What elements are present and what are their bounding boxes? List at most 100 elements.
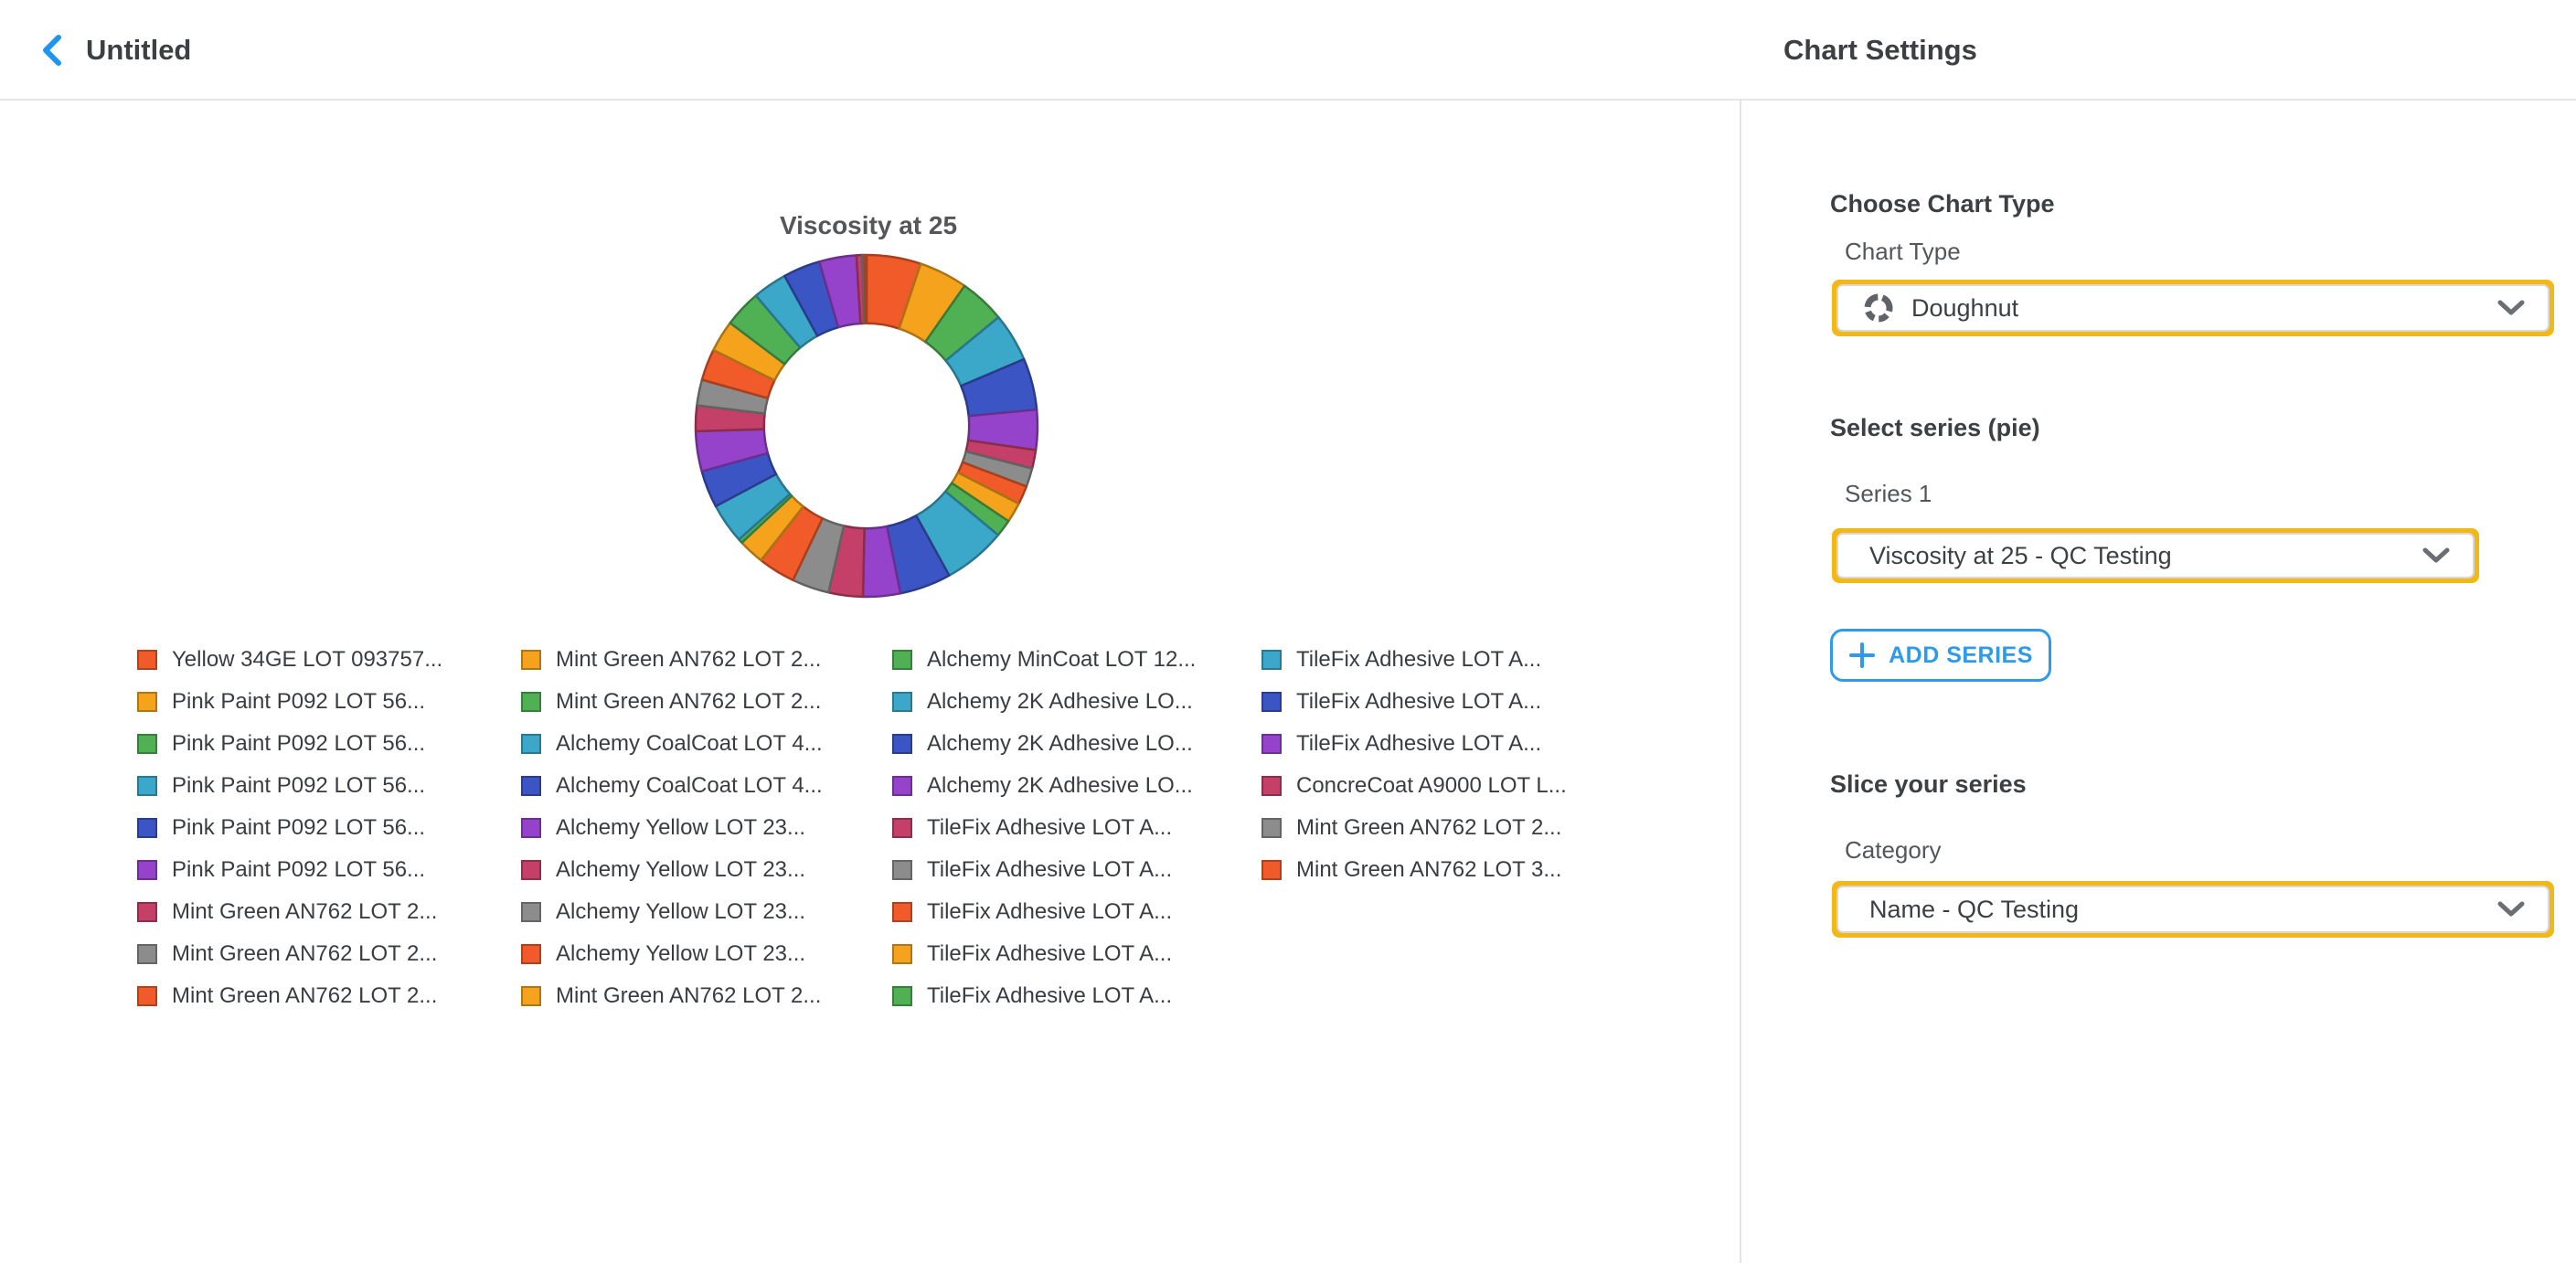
legend-item[interactable]: Alchemy Yellow LOT 23... [521, 807, 892, 849]
legend-swatch-icon [892, 692, 912, 712]
legend-label: Mint Green AN762 LOT 2... [556, 983, 822, 1008]
legend-label: Mint Green AN762 LOT 2... [172, 983, 438, 1008]
legend-item[interactable]: TileFix Adhesive LOT A... [1261, 723, 1664, 765]
legend-label: TileFix Adhesive LOT A... [927, 899, 1173, 924]
legend-swatch-icon [521, 986, 541, 1006]
legend-label: Pink Paint P092 LOT 56... [172, 857, 426, 882]
legend-swatch-icon [521, 860, 541, 880]
legend-label: Mint Green AN762 LOT 2... [172, 941, 438, 966]
legend-item[interactable]: Pink Paint P092 LOT 56... [137, 807, 521, 849]
legend-swatch-icon [1261, 734, 1282, 754]
chevron-down-icon [2497, 300, 2525, 315]
add-series-label: ADD SERIES [1889, 642, 2033, 668]
legend-swatch-icon [137, 818, 157, 838]
legend-item[interactable]: TileFix Adhesive LOT A... [1261, 681, 1664, 723]
legend-item[interactable]: Alchemy CoalCoat LOT 4... [521, 765, 892, 807]
legend-swatch-icon [521, 944, 541, 964]
legend-item[interactable]: Mint Green AN762 LOT 2... [521, 639, 892, 681]
plus-icon [1849, 642, 1876, 668]
legend-label: Alchemy CoalCoat LOT 4... [556, 731, 823, 756]
legend-label: Pink Paint P092 LOT 56... [172, 731, 426, 756]
legend-label: Alchemy Yellow LOT 23... [556, 815, 806, 840]
category-value: Name - QC Testing [1869, 895, 2080, 923]
legend-label: Yellow 34GE LOT 093757... [172, 647, 443, 672]
legend-item[interactable]: Mint Green AN762 LOT 2... [521, 681, 892, 723]
legend-label: TileFix Adhesive LOT A... [927, 857, 1173, 882]
legend-item[interactable]: Alchemy 2K Adhesive LO... [892, 723, 1261, 765]
legend-item[interactable]: Alchemy 2K Adhesive LO... [892, 765, 1261, 807]
chart-title: Viscosity at 25 [779, 211, 958, 239]
legend-swatch-icon [521, 818, 541, 838]
legend-swatch-icon [137, 860, 157, 880]
legend-item[interactable]: TileFix Adhesive LOT A... [1261, 639, 1664, 681]
legend-item[interactable]: TileFix Adhesive LOT A... [892, 975, 1261, 1017]
doughnut-chart[interactable] [693, 252, 1040, 600]
legend-swatch-icon [137, 650, 157, 670]
legend-item[interactable]: Alchemy Yellow LOT 23... [521, 891, 892, 933]
legend-item[interactable]: TileFix Adhesive LOT A... [892, 933, 1261, 975]
doughnut-type-icon [1864, 293, 1893, 323]
legend-item[interactable]: TileFix Adhesive LOT A... [892, 891, 1261, 933]
page-title: Untitled [86, 34, 192, 66]
back-button[interactable] [33, 30, 73, 70]
chart-settings-panel: Choose Chart Type Chart Type Doughnut Se… [1740, 101, 2576, 1263]
choose-chart-type-heading: Choose Chart Type [1830, 190, 2055, 218]
legend-swatch-icon [1261, 692, 1282, 712]
legend-swatch-icon [1261, 776, 1282, 796]
legend-label: Pink Paint P092 LOT 56... [172, 773, 426, 798]
legend-label: Alchemy CoalCoat LOT 4... [556, 773, 823, 798]
legend-item[interactable]: Pink Paint P092 LOT 56... [137, 849, 521, 891]
legend-label: Mint Green AN762 LOT 2... [172, 899, 438, 924]
slice-your-series-heading: Slice your series [1830, 770, 2027, 798]
legend-label: TileFix Adhesive LOT A... [1296, 689, 1542, 714]
legend-label: Alchemy MinCoat LOT 12... [927, 647, 1197, 672]
legend-label: TileFix Adhesive LOT A... [1296, 731, 1542, 756]
chevron-down-icon [2422, 547, 2450, 563]
legend-item[interactable]: Alchemy Yellow LOT 23... [521, 849, 892, 891]
legend-item[interactable]: Mint Green AN762 LOT 2... [1261, 807, 1664, 849]
legend-label: Alchemy Yellow LOT 23... [556, 857, 806, 882]
legend-label: Pink Paint P092 LOT 56... [172, 815, 426, 840]
legend-item[interactable]: Mint Green AN762 LOT 2... [137, 891, 521, 933]
chevron-left-icon [43, 35, 61, 66]
legend-item[interactable]: Pink Paint P092 LOT 56... [137, 681, 521, 723]
category-dropdown[interactable]: Name - QC Testing [1832, 881, 2554, 938]
legend-swatch-icon [521, 902, 541, 922]
legend-swatch-icon [137, 986, 157, 1006]
legend-item[interactable]: Mint Green AN762 LOT 3... [1261, 849, 1664, 891]
legend-item[interactable]: Alchemy 2K Adhesive LO... [892, 681, 1261, 723]
top-header: Untitled Chart Settings [0, 0, 2576, 101]
chart-type-value: Doughnut [1911, 293, 2019, 322]
legend-label: Alchemy Yellow LOT 23... [556, 899, 806, 924]
legend-item[interactable]: Mint Green AN762 LOT 2... [137, 975, 521, 1017]
legend-item[interactable]: Alchemy CoalCoat LOT 4... [521, 723, 892, 765]
legend-item[interactable]: Alchemy Yellow LOT 23... [521, 933, 892, 975]
legend-item[interactable]: Yellow 34GE LOT 093757... [137, 639, 521, 681]
legend-swatch-icon [892, 818, 912, 838]
legend-label: Pink Paint P092 LOT 56... [172, 689, 426, 714]
legend-swatch-icon [521, 650, 541, 670]
legend-label: Mint Green AN762 LOT 2... [556, 689, 822, 714]
legend-item[interactable]: TileFix Adhesive LOT A... [892, 849, 1261, 891]
add-series-button[interactable]: ADD SERIES [1830, 629, 2051, 682]
legend-item[interactable]: Pink Paint P092 LOT 56... [137, 765, 521, 807]
legend-swatch-icon [892, 650, 912, 670]
legend-item[interactable]: Mint Green AN762 LOT 2... [137, 933, 521, 975]
legend-swatch-icon [1261, 860, 1282, 880]
series-1-label: Series 1 [1845, 480, 1932, 507]
chevron-down-icon [2497, 901, 2525, 917]
legend-swatch-icon [521, 734, 541, 754]
chart-type-dropdown[interactable]: Doughnut [1832, 280, 2554, 336]
legend-item[interactable]: Alchemy MinCoat LOT 12... [892, 639, 1261, 681]
series-1-value: Viscosity at 25 - QC Testing [1869, 541, 2172, 569]
legend-item[interactable]: TileFix Adhesive LOT A... [892, 807, 1261, 849]
legend-item[interactable]: Mint Green AN762 LOT 2... [521, 975, 892, 1017]
legend-swatch-icon [892, 860, 912, 880]
doughnut-slice[interactable] [863, 253, 868, 325]
series-1-dropdown[interactable]: Viscosity at 25 - QC Testing [1832, 528, 2479, 583]
legend-item[interactable]: ConcreCoat A9000 LOT L... [1261, 765, 1664, 807]
legend-item[interactable]: Pink Paint P092 LOT 56... [137, 723, 521, 765]
legend-swatch-icon [137, 944, 157, 964]
chart-legend: Yellow 34GE LOT 093757... Pink Paint P092… [137, 639, 1664, 1017]
select-series-heading: Select series (pie) [1830, 414, 2040, 441]
